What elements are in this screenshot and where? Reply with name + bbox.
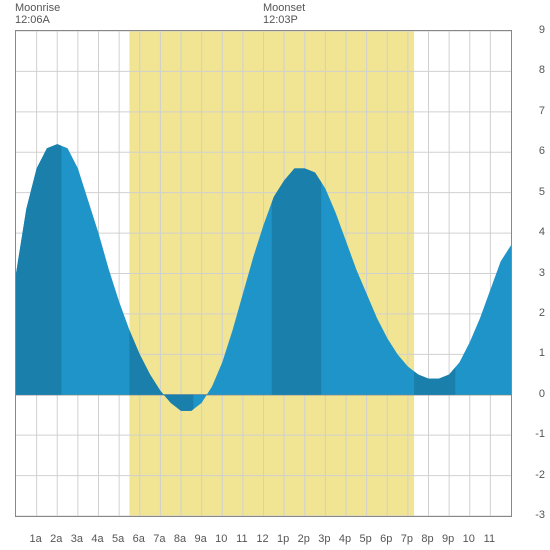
x-tick: 11 [236, 533, 247, 545]
moonset-time: 12:03P [263, 14, 305, 26]
x-tick: 6a [133, 533, 145, 545]
y-tick: 1 [539, 347, 545, 359]
chart-svg [16, 31, 511, 516]
x-tick: 7a [153, 533, 165, 545]
x-tick: 6p [380, 533, 392, 545]
x-tick: 7p [401, 533, 413, 545]
x-tick: 2a [50, 533, 62, 545]
x-tick: 12 [256, 533, 268, 545]
y-tick: -2 [535, 469, 545, 481]
x-tick: 11 [484, 533, 495, 545]
y-tick: 4 [539, 226, 545, 238]
moonrise-time: 12:06A [15, 14, 60, 26]
x-tick: 1p [277, 533, 289, 545]
x-tick: 4p [339, 533, 351, 545]
x-tick: 8a [174, 533, 186, 545]
x-tick: 10 [463, 533, 475, 545]
moonrise-label: Moonrise 12:06A [15, 2, 60, 26]
x-tick: 3p [318, 533, 330, 545]
x-tick: 2p [298, 533, 310, 545]
y-tick: 5 [539, 186, 545, 198]
moonset-title: Moonset [263, 2, 305, 14]
x-tick: 10 [215, 533, 227, 545]
y-tick: 8 [539, 64, 545, 76]
x-tick: 3a [71, 533, 83, 545]
tide-chart-container: Moonrise 12:06A Moonset 12:03P -3-2-1012… [0, 0, 550, 550]
x-tick: 4a [91, 533, 103, 545]
x-tick: 9p [442, 533, 454, 545]
y-tick: 9 [539, 24, 545, 36]
y-tick: 3 [539, 267, 545, 279]
y-tick: 7 [539, 105, 545, 117]
x-tick: 5p [360, 533, 372, 545]
x-tick: 1a [30, 533, 42, 545]
x-tick: 5a [112, 533, 124, 545]
moonset-label: Moonset 12:03P [263, 2, 305, 26]
y-tick: -1 [535, 428, 545, 440]
y-tick: 0 [539, 388, 545, 400]
tide-chart [15, 30, 512, 517]
y-tick: -3 [535, 509, 545, 521]
x-tick: 8p [421, 533, 433, 545]
moonrise-title: Moonrise [15, 2, 60, 14]
y-tick: 6 [539, 145, 545, 157]
x-tick: 9a [195, 533, 207, 545]
y-tick: 2 [539, 307, 545, 319]
